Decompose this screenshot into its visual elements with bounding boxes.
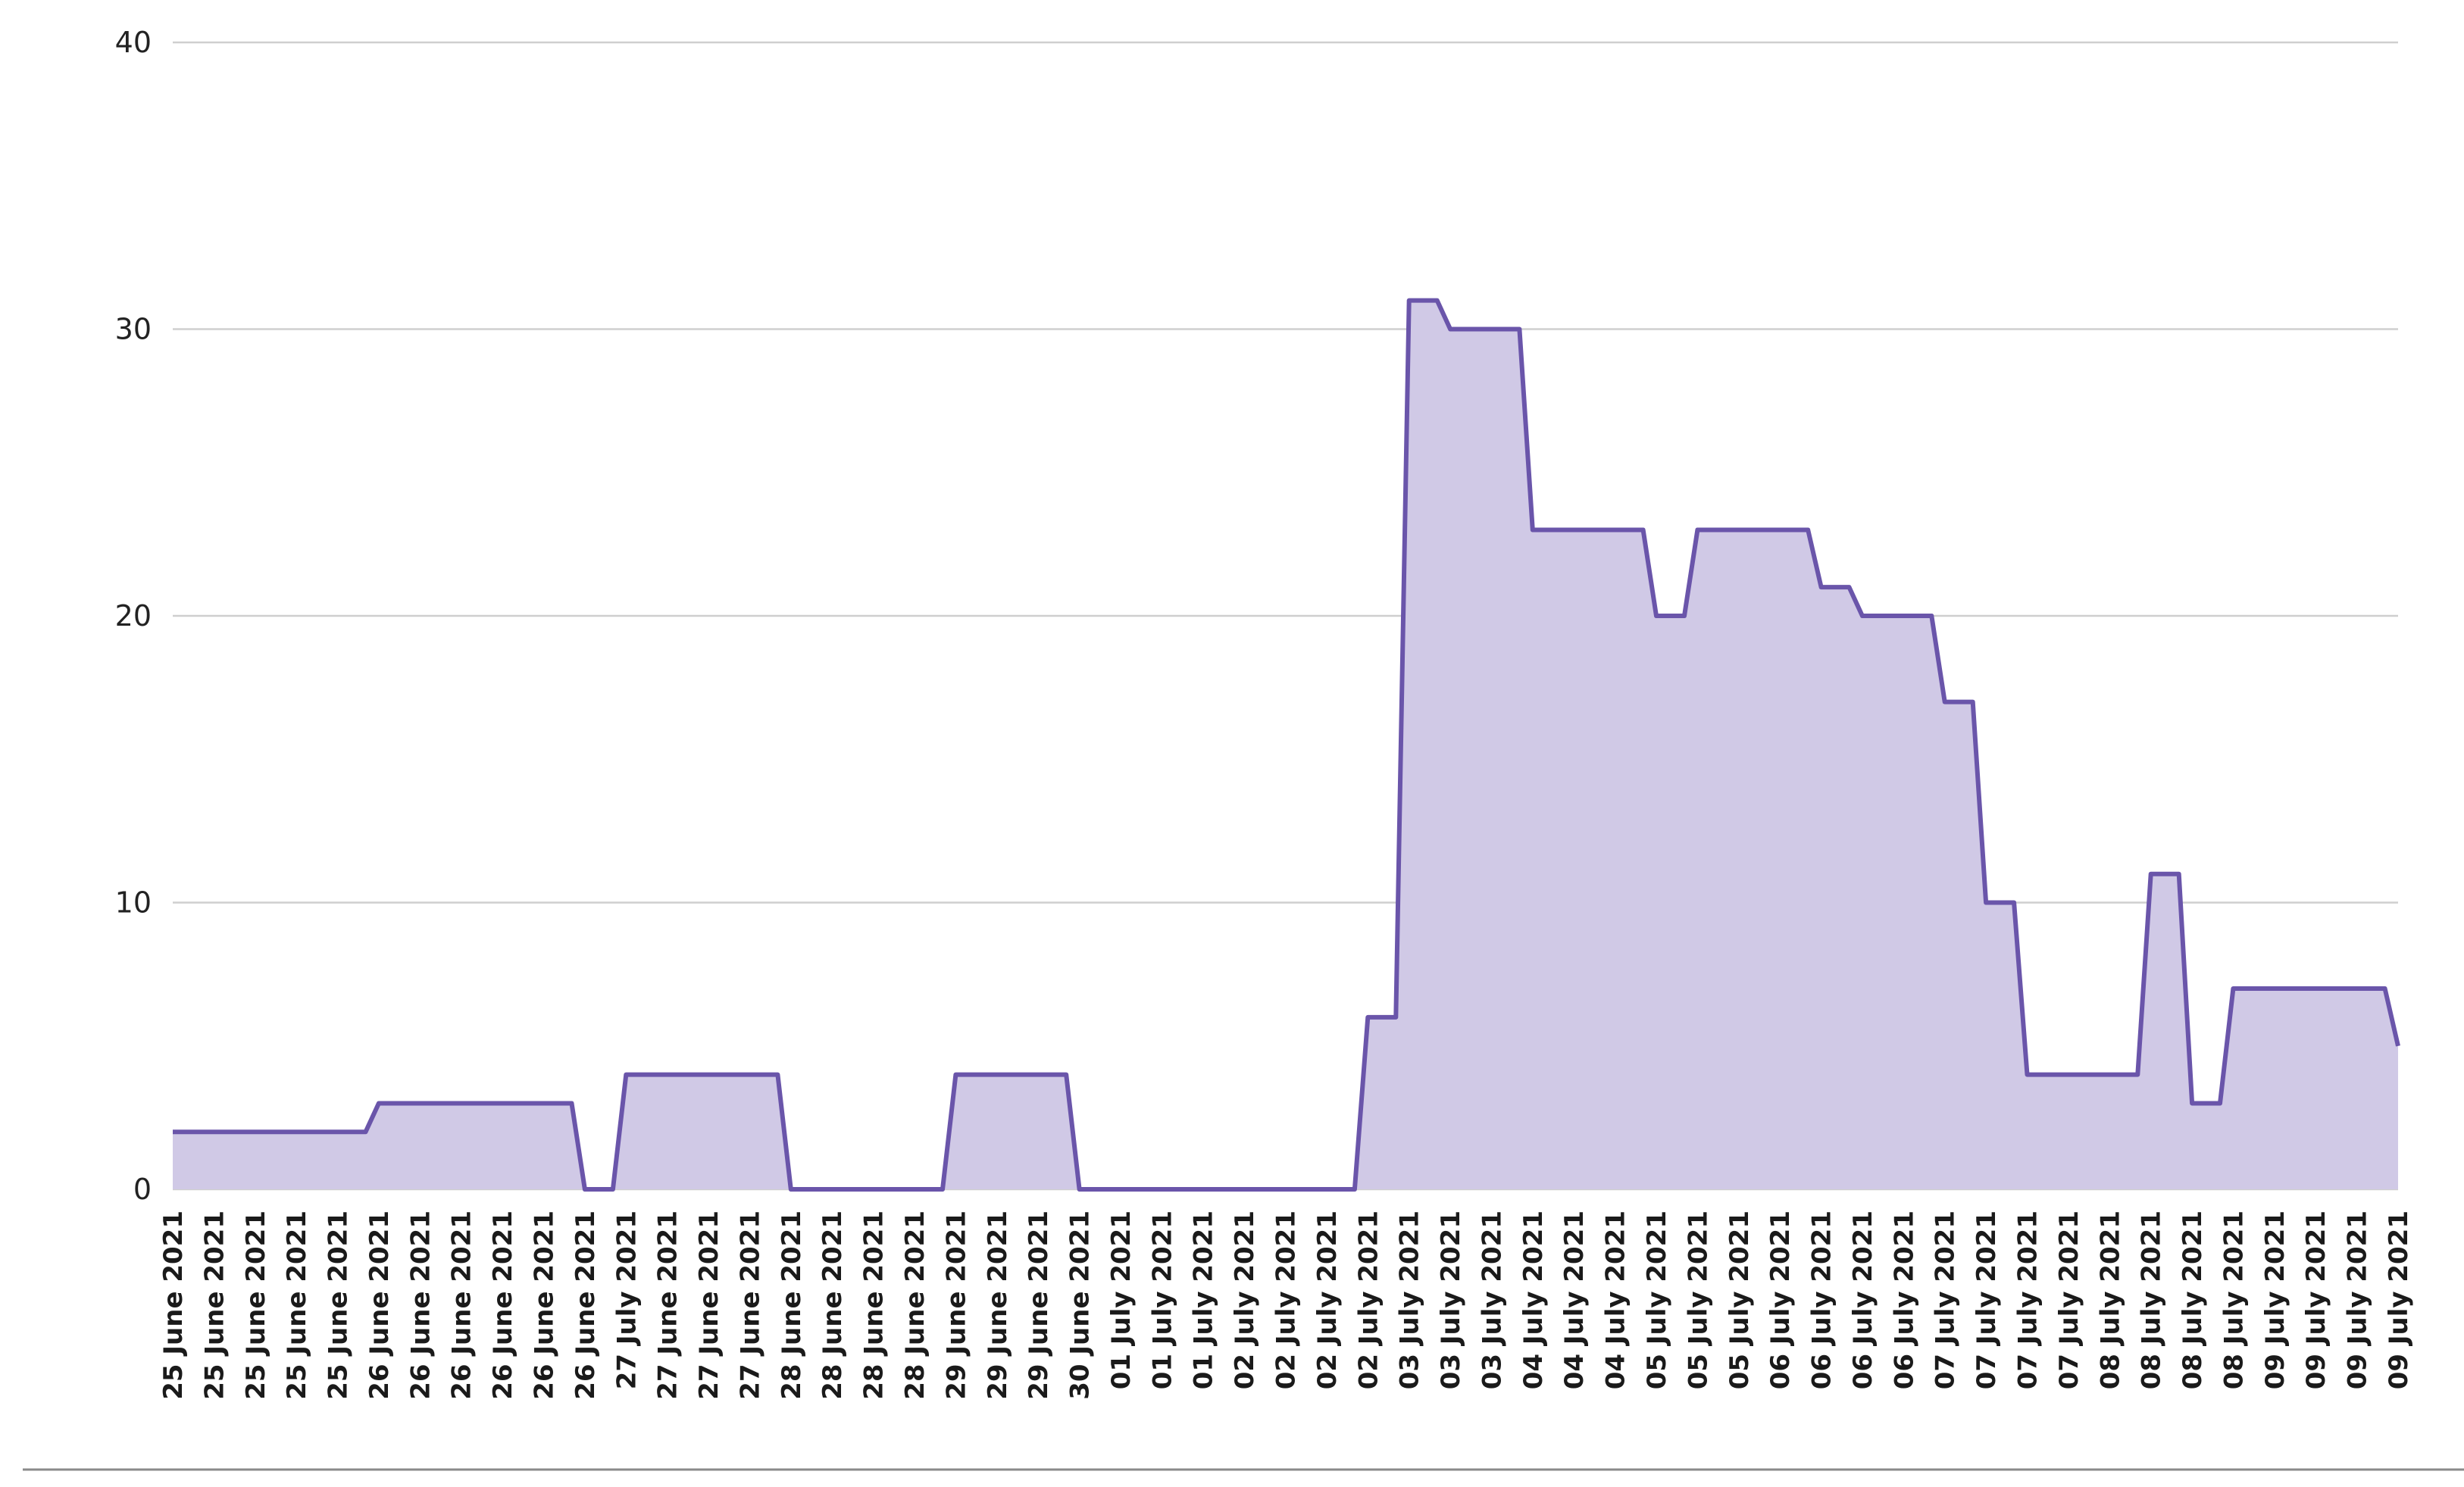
x-tick-label: 08 July 2021 <box>2095 1211 2125 1389</box>
x-tick-label: 05 July 2021 <box>1724 1211 1755 1389</box>
x-tick-label: 04 July 2021 <box>1518 1211 1549 1389</box>
x-tick-label: 09 July 2021 <box>2343 1211 2373 1389</box>
x-tick-label: 28 June 2021 <box>859 1211 890 1400</box>
x-tick-label: 25 June 2021 <box>158 1211 189 1400</box>
x-tick-label: 08 July 2021 <box>2219 1211 2249 1389</box>
x-tick-label: 08 July 2021 <box>2137 1211 2167 1389</box>
x-tick-label: 01 July 2021 <box>1106 1211 1137 1389</box>
x-tick-label: 26 June 2021 <box>571 1211 601 1400</box>
x-axis-tick-labels: 25 June 2021 25 June 2021 25 June 2021 25 J… <box>158 1211 2414 1400</box>
y-tick-label: 20 <box>115 599 152 633</box>
x-tick-label: 27 July 2021 <box>611 1211 642 1389</box>
x-tick-label: 26 June 2021 <box>364 1211 395 1400</box>
x-tick-label: 06 July 2021 <box>1807 1211 1837 1389</box>
x-tick-label: 08 July 2021 <box>2178 1211 2208 1389</box>
x-tick-label: 29 June 2021 <box>983 1211 1013 1400</box>
y-axis-tick-labels: 0 10 20 30 40 <box>115 26 152 1206</box>
x-tick-label: 25 June 2021 <box>199 1211 230 1400</box>
x-tick-label: 09 July 2021 <box>2260 1211 2290 1389</box>
x-tick-label: 28 June 2021 <box>818 1211 848 1400</box>
x-tick-label: 04 July 2021 <box>1559 1211 1590 1389</box>
x-tick-label: 02 July 2021 <box>1353 1211 1384 1389</box>
x-tick-label: 05 July 2021 <box>1642 1211 1672 1389</box>
x-tick-label: 01 July 2021 <box>1189 1211 1219 1389</box>
y-tick-label: 10 <box>115 886 152 920</box>
x-tick-label: 02 July 2021 <box>1271 1211 1302 1389</box>
series-line <box>173 298 2400 1192</box>
x-tick-label: 25 June 2021 <box>282 1211 312 1400</box>
x-tick-label: 30 June 2021 <box>1065 1211 1096 1400</box>
x-tick-label: 06 July 2021 <box>1889 1211 1919 1389</box>
x-tick-label: 03 July 2021 <box>1477 1211 1507 1389</box>
x-tick-label: 05 July 2021 <box>1683 1211 1713 1389</box>
x-tick-label: 03 July 2021 <box>1436 1211 1466 1389</box>
x-tick-label: 07 July 2021 <box>2054 1211 2084 1389</box>
x-tick-label: 26 June 2021 <box>488 1211 518 1400</box>
gridlines <box>173 41 2398 1191</box>
x-tick-label: 03 July 2021 <box>1395 1211 1425 1389</box>
x-tick-label: 29 June 2021 <box>941 1211 971 1400</box>
x-tick-label: 07 July 2021 <box>1972 1211 2002 1389</box>
x-tick-label: 26 June 2021 <box>405 1211 436 1400</box>
x-tick-label: 27 June 2021 <box>735 1211 765 1400</box>
x-tick-label: 09 July 2021 <box>2301 1211 2331 1389</box>
x-tick-label: 25 June 2021 <box>324 1211 354 1400</box>
y-tick-label: 0 <box>133 1173 152 1206</box>
x-tick-label: 27 June 2021 <box>694 1211 724 1400</box>
x-tick-label: 26 June 2021 <box>447 1211 477 1400</box>
x-tick-label: 07 July 2021 <box>1931 1211 1961 1389</box>
x-tick-label: 07 July 2021 <box>2013 1211 2043 1389</box>
x-tick-label: 29 June 2021 <box>1024 1211 1054 1400</box>
series-area-fill <box>173 300 2398 1190</box>
x-tick-label: 27 June 2021 <box>653 1211 683 1400</box>
x-tick-label: 28 June 2021 <box>777 1211 807 1400</box>
x-tick-label: 04 July 2021 <box>1601 1211 1631 1389</box>
x-tick-label: 02 July 2021 <box>1312 1211 1343 1389</box>
x-tick-label: 09 July 2021 <box>2384 1211 2414 1389</box>
x-tick-label: 25 June 2021 <box>241 1211 271 1400</box>
x-tick-label: 06 July 2021 <box>1765 1211 1796 1389</box>
y-tick-label: 30 <box>115 313 152 346</box>
x-tick-label: 26 June 2021 <box>530 1211 560 1400</box>
x-tick-label: 01 July 2021 <box>1147 1211 1177 1389</box>
x-tick-label: 06 July 2021 <box>1848 1211 1878 1389</box>
x-tick-label: 28 June 2021 <box>900 1211 930 1400</box>
y-tick-label: 40 <box>115 26 152 59</box>
x-tick-label: 02 July 2021 <box>1230 1211 1260 1389</box>
